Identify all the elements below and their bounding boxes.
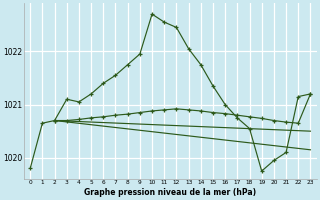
X-axis label: Graphe pression niveau de la mer (hPa): Graphe pression niveau de la mer (hPa): [84, 188, 256, 197]
